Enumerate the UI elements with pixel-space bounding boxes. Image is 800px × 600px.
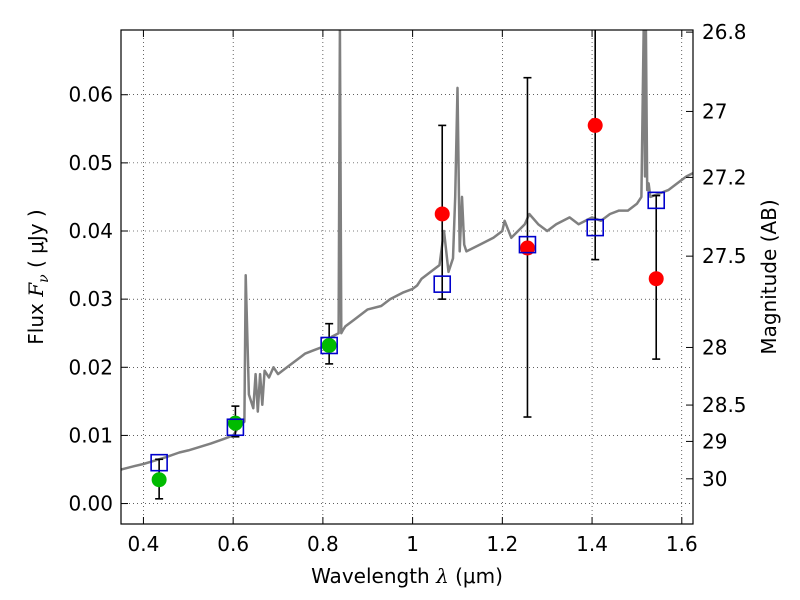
data-point-layer <box>151 117 664 488</box>
mag-tick-label: 27.5 <box>702 244 747 268</box>
mag-tick-label: 29 <box>702 429 727 453</box>
model-photometry-square <box>320 336 338 355</box>
detection-point <box>227 415 243 431</box>
detection-point <box>151 472 167 488</box>
model-spectrum-layer <box>121 30 693 471</box>
mag-tick-label: 30 <box>702 467 727 491</box>
y-axis-label: Flux Fν ( μJy ) <box>24 209 52 344</box>
model-photometry-square <box>226 418 245 437</box>
x-tick-label: 0.8 <box>307 532 339 556</box>
model-photometry-layer <box>150 191 666 472</box>
y-tick-label: 0.00 <box>68 492 113 516</box>
detection-point <box>321 337 337 353</box>
model-photometry-square <box>150 453 168 472</box>
nondetection-point <box>434 206 450 222</box>
x-tick-label: 1.2 <box>486 532 518 556</box>
y-tick-label: 0.04 <box>68 219 113 243</box>
nondetection-point <box>587 117 603 133</box>
mag-tick-label: 27.2 <box>702 165 747 189</box>
axis-ticks: 0.4 0.6 0.8 1 1.2 1.4 1.6 0.00 0.01 0.02 0.03 0.04 0… <box>68 20 746 556</box>
y-tick-label: 0.05 <box>68 151 113 175</box>
y-tick-label: 0.02 <box>68 355 113 379</box>
model-photometry-square <box>586 218 604 237</box>
mag-tick-label: 28 <box>702 335 727 359</box>
mag-tick-label: 28.5 <box>702 393 747 417</box>
mag-tick-label: 26.8 <box>702 20 747 44</box>
nondetection-point <box>648 271 664 287</box>
nondetection-point <box>519 240 535 256</box>
x-axis-label: Wavelength λ (μm) <box>311 564 503 588</box>
x-tick-label: 1 <box>406 532 419 556</box>
x-tick-label: 1.4 <box>576 532 608 556</box>
mag-tick-label: 27 <box>702 99 727 123</box>
x-tick-label: 0.4 <box>128 532 160 556</box>
plot-frame <box>120 29 694 525</box>
grid-lines <box>121 30 693 524</box>
y-tick-label: 0.01 <box>68 423 113 447</box>
model-photometry-square <box>647 191 666 210</box>
model-spectrum-line <box>121 30 693 471</box>
x-tick-label: 0.6 <box>217 532 249 556</box>
plot-background <box>121 30 693 524</box>
y-tick-label: 0.06 <box>68 83 113 107</box>
model-photometry-square <box>433 275 452 293</box>
model-photometry-square <box>518 235 537 254</box>
x-tick-label: 1.6 <box>666 532 698 556</box>
right-axis-label: Magnitude (AB) <box>757 199 781 354</box>
y-tick-label: 0.03 <box>68 287 113 311</box>
